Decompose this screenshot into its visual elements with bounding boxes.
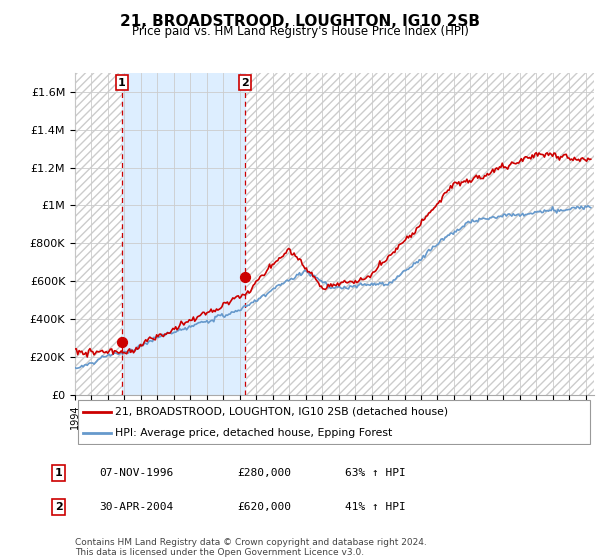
Text: 30-APR-2004: 30-APR-2004 bbox=[99, 502, 173, 512]
Point bbox=[117, 337, 127, 346]
Point bbox=[241, 273, 250, 282]
Text: 63% ↑ HPI: 63% ↑ HPI bbox=[345, 468, 406, 478]
Text: 41% ↑ HPI: 41% ↑ HPI bbox=[345, 502, 406, 512]
FancyBboxPatch shape bbox=[77, 400, 590, 444]
Text: 21, BROADSTROOD, LOUGHTON, IG10 2SB (detached house): 21, BROADSTROOD, LOUGHTON, IG10 2SB (det… bbox=[115, 407, 449, 417]
Bar bbox=[75, 73, 122, 395]
Text: HPI: Average price, detached house, Epping Forest: HPI: Average price, detached house, Eppi… bbox=[115, 428, 393, 438]
Bar bbox=[122, 73, 245, 395]
Text: 07-NOV-1996: 07-NOV-1996 bbox=[99, 468, 173, 478]
Text: £280,000: £280,000 bbox=[237, 468, 291, 478]
Text: Price paid vs. HM Land Registry's House Price Index (HPI): Price paid vs. HM Land Registry's House … bbox=[131, 25, 469, 38]
Text: 1: 1 bbox=[118, 78, 126, 87]
Text: 2: 2 bbox=[241, 78, 249, 87]
Text: Contains HM Land Registry data © Crown copyright and database right 2024.
This d: Contains HM Land Registry data © Crown c… bbox=[75, 538, 427, 557]
Text: 2: 2 bbox=[55, 502, 62, 512]
Text: 21, BROADSTROOD, LOUGHTON, IG10 2SB: 21, BROADSTROOD, LOUGHTON, IG10 2SB bbox=[120, 14, 480, 29]
Text: £620,000: £620,000 bbox=[237, 502, 291, 512]
Bar bbox=[245, 73, 594, 395]
Text: 1: 1 bbox=[55, 468, 62, 478]
